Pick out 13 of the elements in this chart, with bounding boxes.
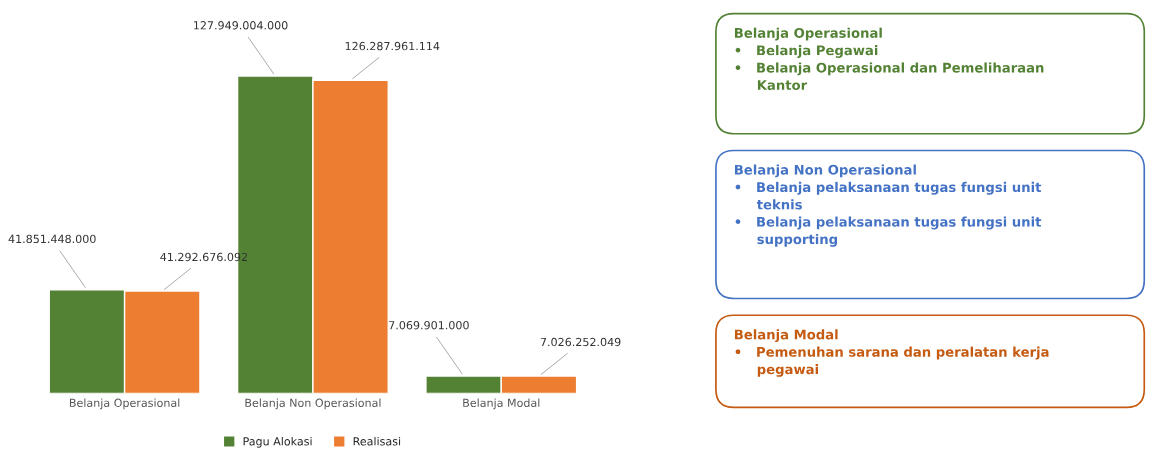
- data-label: 7.026.252.049: [540, 337, 621, 347]
- text: Belanja Operasional • Belanja Pegawai • Belanja Operasional dan Pemeliharaan Kantor: [734, 27, 1044, 91]
- x-tick-label: Belanja Modal: [463, 398, 540, 410]
- data-label: 41.851.448.000: [8, 234, 96, 244]
- data-label: 7.069.901.000: [389, 321, 469, 330]
- data-label: 126.287.961.114: [345, 41, 440, 51]
- x-tick-label: Belanja Operasional: [69, 398, 180, 410]
- legend-label: Pagu Alokasi: [243, 436, 312, 448]
- legend-label: Realisasi: [353, 436, 401, 446]
- text: Belanja Non Operasional • Belanja pelaksanaan tugas fungsi unit teknis • Belanja pelaksanaan tugas fungsi unit supporting: [734, 164, 1042, 247]
- x-tick-label: Belanja Non Operasional: [245, 398, 381, 410]
- text: Belanja Modal • Pemenuhan sarana dan peralatan kerja pegawai: [734, 329, 1049, 377]
- data-label: 127.949.004.000: [194, 21, 288, 30]
